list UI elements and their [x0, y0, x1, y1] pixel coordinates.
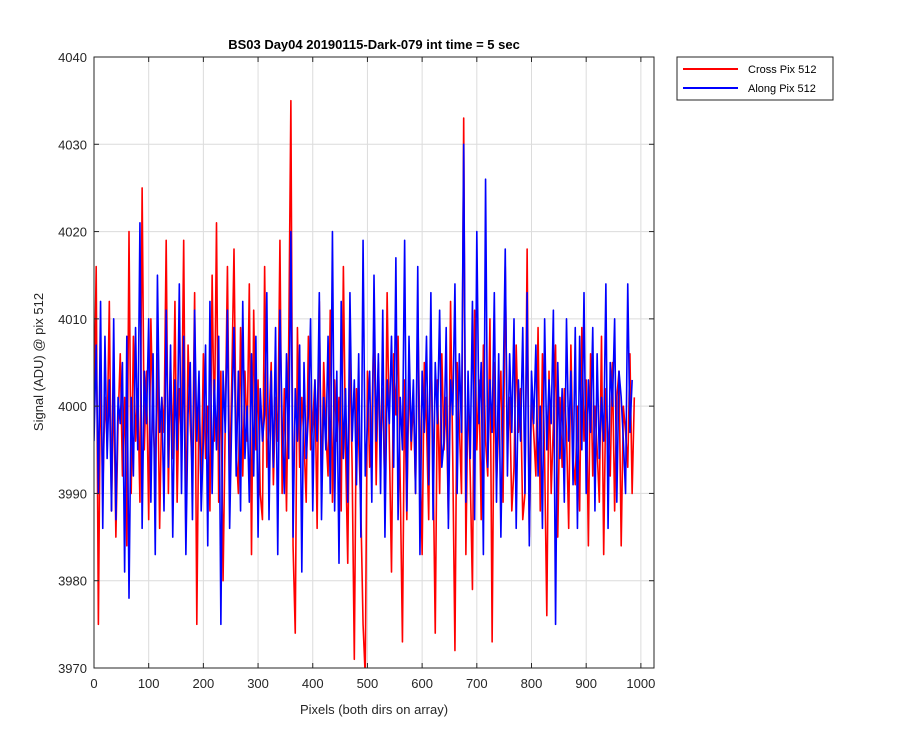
y-tick-label: 3980: [58, 574, 87, 589]
y-tick-label: 4020: [58, 225, 87, 240]
x-tick-label: 0: [90, 676, 97, 691]
x-tick-label: 800: [521, 676, 543, 691]
tick-marks: [93, 56, 654, 669]
tick-labels: 0 100 200 300 400 500 600 700 800 900 1000 3970 3980…: [58, 50, 655, 691]
y-tick-label: 3990: [58, 486, 87, 501]
y-tick-label: 3970: [58, 661, 87, 676]
x-tick-label: 300: [247, 676, 269, 691]
y-tick-label: 4040: [58, 50, 87, 65]
x-tick-label: 700: [466, 676, 488, 691]
legend-box: [676, 56, 834, 101]
y-axis-label: Signal (ADU) @ pix 512: [31, 293, 46, 431]
y-tick-label: 4010: [58, 312, 87, 327]
plot-area-frame: [93, 56, 655, 669]
legend-label-cross: Cross Pix 512: [748, 64, 816, 76]
x-tick-label: 500: [357, 676, 379, 691]
legend: Cross Pix 512 Along Pix 512: [676, 56, 834, 101]
y-tick-label: 4030: [58, 137, 87, 152]
x-tick-label: 100: [138, 676, 160, 691]
chart-title: BS03 Day04 20190115-Dark-079 int time = …: [228, 37, 520, 52]
x-tick-label: 900: [575, 676, 597, 691]
series-line-cross-pix-512: [94, 99, 636, 668]
x-tick-label: 600: [411, 676, 433, 691]
x-tick-label: 1000: [626, 676, 655, 691]
x-axis-label: Pixels (both dirs on array): [300, 702, 448, 717]
series-layer: [94, 99, 636, 668]
x-tick-label: 200: [193, 676, 215, 691]
y-tick-label: 4000: [58, 399, 87, 414]
x-tick-label: 400: [302, 676, 324, 691]
series-line-along-pix-512: [94, 143, 633, 626]
legend-label-along: Along Pix 512: [748, 83, 816, 95]
